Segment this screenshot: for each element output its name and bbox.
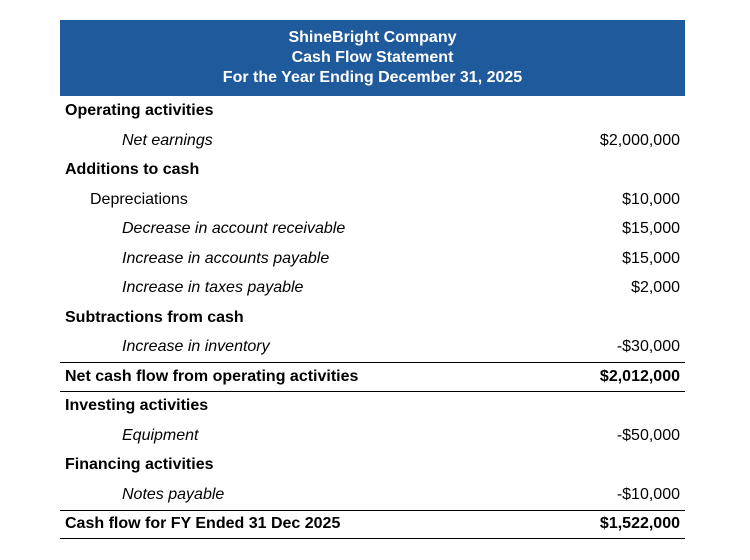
row-label: Increase in accounts payable — [122, 249, 330, 267]
row-label: Increase in taxes payable — [122, 279, 304, 297]
row-label: Cash flow for FY Ended 31 Dec 2025 — [65, 515, 341, 533]
row-equipment: Equipment -$50,000 — [60, 421, 685, 451]
cash-flow-statement: ShineBright Company Cash Flow Statement … — [60, 20, 685, 539]
row-amount: -$10,000 — [616, 485, 680, 503]
row-label: Additions to cash — [65, 161, 200, 179]
row-label: Notes payable — [122, 485, 225, 503]
company-name: ShineBright Company — [288, 29, 457, 46]
row-amount: -$30,000 — [616, 338, 680, 356]
total-fy-cash-flow: Cash flow for FY Ended 31 Dec 2025 $1,52… — [60, 509, 685, 539]
row-label: Net earnings — [122, 131, 213, 149]
section-additions-to-cash: Additions to cash — [60, 156, 685, 186]
statement-title: Cash Flow Statement — [291, 49, 454, 66]
section-financing-activities: Financing activities — [60, 451, 685, 481]
row-label: Subtractions from cash — [65, 308, 244, 326]
section-operating-activities: Operating activities — [60, 96, 685, 126]
row-label: Depreciations — [90, 190, 188, 208]
row-amount: $15,000 — [622, 249, 680, 267]
section-investing-activities: Investing activities — [60, 392, 685, 422]
row-depreciations: Depreciations $10,000 — [60, 185, 685, 215]
row-amount: $1,522,000 — [599, 515, 680, 533]
statement-header: ShineBright Company Cash Flow Statement … — [60, 20, 685, 96]
row-amount: $2,000,000 — [599, 131, 680, 149]
row-increase-accounts-payable: Increase in accounts payable $15,000 — [60, 244, 685, 274]
row-amount: $2,000 — [631, 279, 680, 297]
section-subtractions-from-cash: Subtractions from cash — [60, 303, 685, 333]
row-label: Financing activities — [65, 456, 214, 474]
row-label: Investing activities — [65, 397, 209, 415]
row-amount: $15,000 — [622, 220, 680, 238]
row-decrease-account-receivable: Decrease in account receivable $15,000 — [60, 215, 685, 245]
row-increase-taxes-payable: Increase in taxes payable $2,000 — [60, 274, 685, 304]
total-operating-cash-flow: Net cash flow from operating activities … — [60, 362, 685, 392]
row-label: Equipment — [122, 426, 199, 444]
row-amount: -$50,000 — [616, 426, 680, 444]
statement-period: For the Year Ending December 31, 2025 — [222, 69, 523, 86]
row-amount: $10,000 — [622, 190, 680, 208]
row-increase-inventory: Increase in inventory -$30,000 — [60, 333, 685, 363]
row-amount: $2,012,000 — [599, 367, 680, 385]
row-net-earnings: Net earnings $2,000,000 — [60, 126, 685, 156]
row-notes-payable: Notes payable -$10,000 — [60, 480, 685, 510]
row-label: Net cash flow from operating activities — [65, 367, 359, 385]
row-label: Decrease in account receivable — [122, 220, 346, 238]
row-label: Increase in inventory — [122, 338, 270, 356]
row-label: Operating activities — [65, 102, 214, 119]
